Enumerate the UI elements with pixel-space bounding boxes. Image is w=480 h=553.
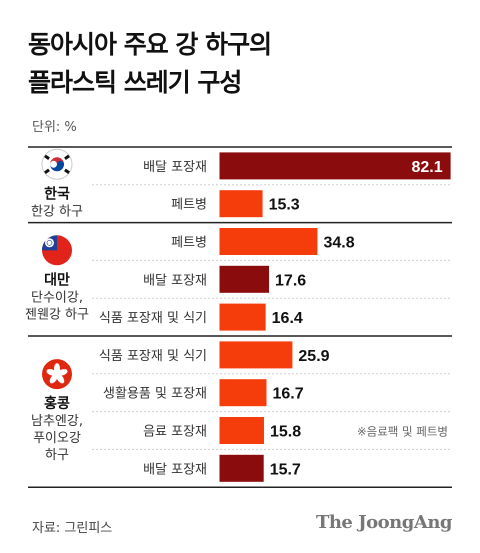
river-label: 단수이강, — [31, 290, 83, 305]
river-label: 남추엔강, — [31, 414, 83, 429]
value-label: 82.1 — [411, 159, 442, 176]
category-label: 페트병 — [171, 198, 207, 213]
unit-label: 단위: % — [32, 120, 77, 135]
bar — [219, 454, 264, 482]
category-label: 배달 포장재 — [143, 160, 207, 175]
value-label: 15.3 — [269, 197, 300, 214]
annotation: ※음료팩 및 페트병 — [357, 425, 448, 439]
category-label: 배달 포장재 — [143, 273, 207, 288]
value-label: 25.9 — [298, 348, 329, 365]
bar — [219, 341, 293, 369]
bar — [219, 152, 451, 180]
river-label: 하구 — [45, 448, 69, 463]
bar — [219, 379, 267, 407]
bar — [219, 228, 318, 255]
category-label: 페트병 — [171, 236, 207, 251]
river-label: 푸이오강 — [33, 431, 81, 446]
country-label: 대만 — [44, 272, 70, 288]
chart-title: 동아시아 주요 강 하구의 플라스틱 쓰레기 구성 — [28, 26, 272, 102]
value-label: 16.7 — [273, 386, 304, 403]
value-label: 15.7 — [270, 461, 301, 478]
value-label: 17.6 — [275, 272, 306, 289]
country-label: 한국 — [44, 186, 70, 202]
category-label: 생활용품 및 포장재 — [103, 387, 207, 402]
value-label: 15.8 — [270, 424, 301, 441]
south-korea-flag-icon — [41, 148, 73, 180]
source-label: 자료: 그린피스 — [32, 521, 113, 536]
taiwan-flag-icon — [42, 235, 72, 266]
bar — [219, 303, 266, 331]
hong-kong-flag-icon — [42, 359, 72, 390]
category-label: 배달 포장재 — [143, 462, 207, 477]
title-line-1: 동아시아 주요 강 하구의 — [28, 30, 272, 59]
bar — [219, 265, 270, 293]
bar — [219, 190, 263, 218]
river-label: 젠웬강 하구 — [25, 307, 89, 322]
value-label: 34.8 — [323, 235, 354, 252]
value-label: 16.4 — [272, 310, 303, 327]
title-line-2: 플라스틱 쓰레기 구성 — [28, 68, 242, 97]
category-label: 식품 포장재 및 식기 — [99, 311, 207, 326]
country-label: 홍콩 — [44, 395, 70, 412]
category-label: 음료 포장재 — [143, 425, 207, 440]
category-label: 식품 포장재 및 식기 — [99, 349, 207, 364]
bar — [219, 417, 264, 444]
river-label: 한강 하구 — [31, 204, 83, 219]
publisher-logo: The JoongAng — [315, 512, 453, 533]
